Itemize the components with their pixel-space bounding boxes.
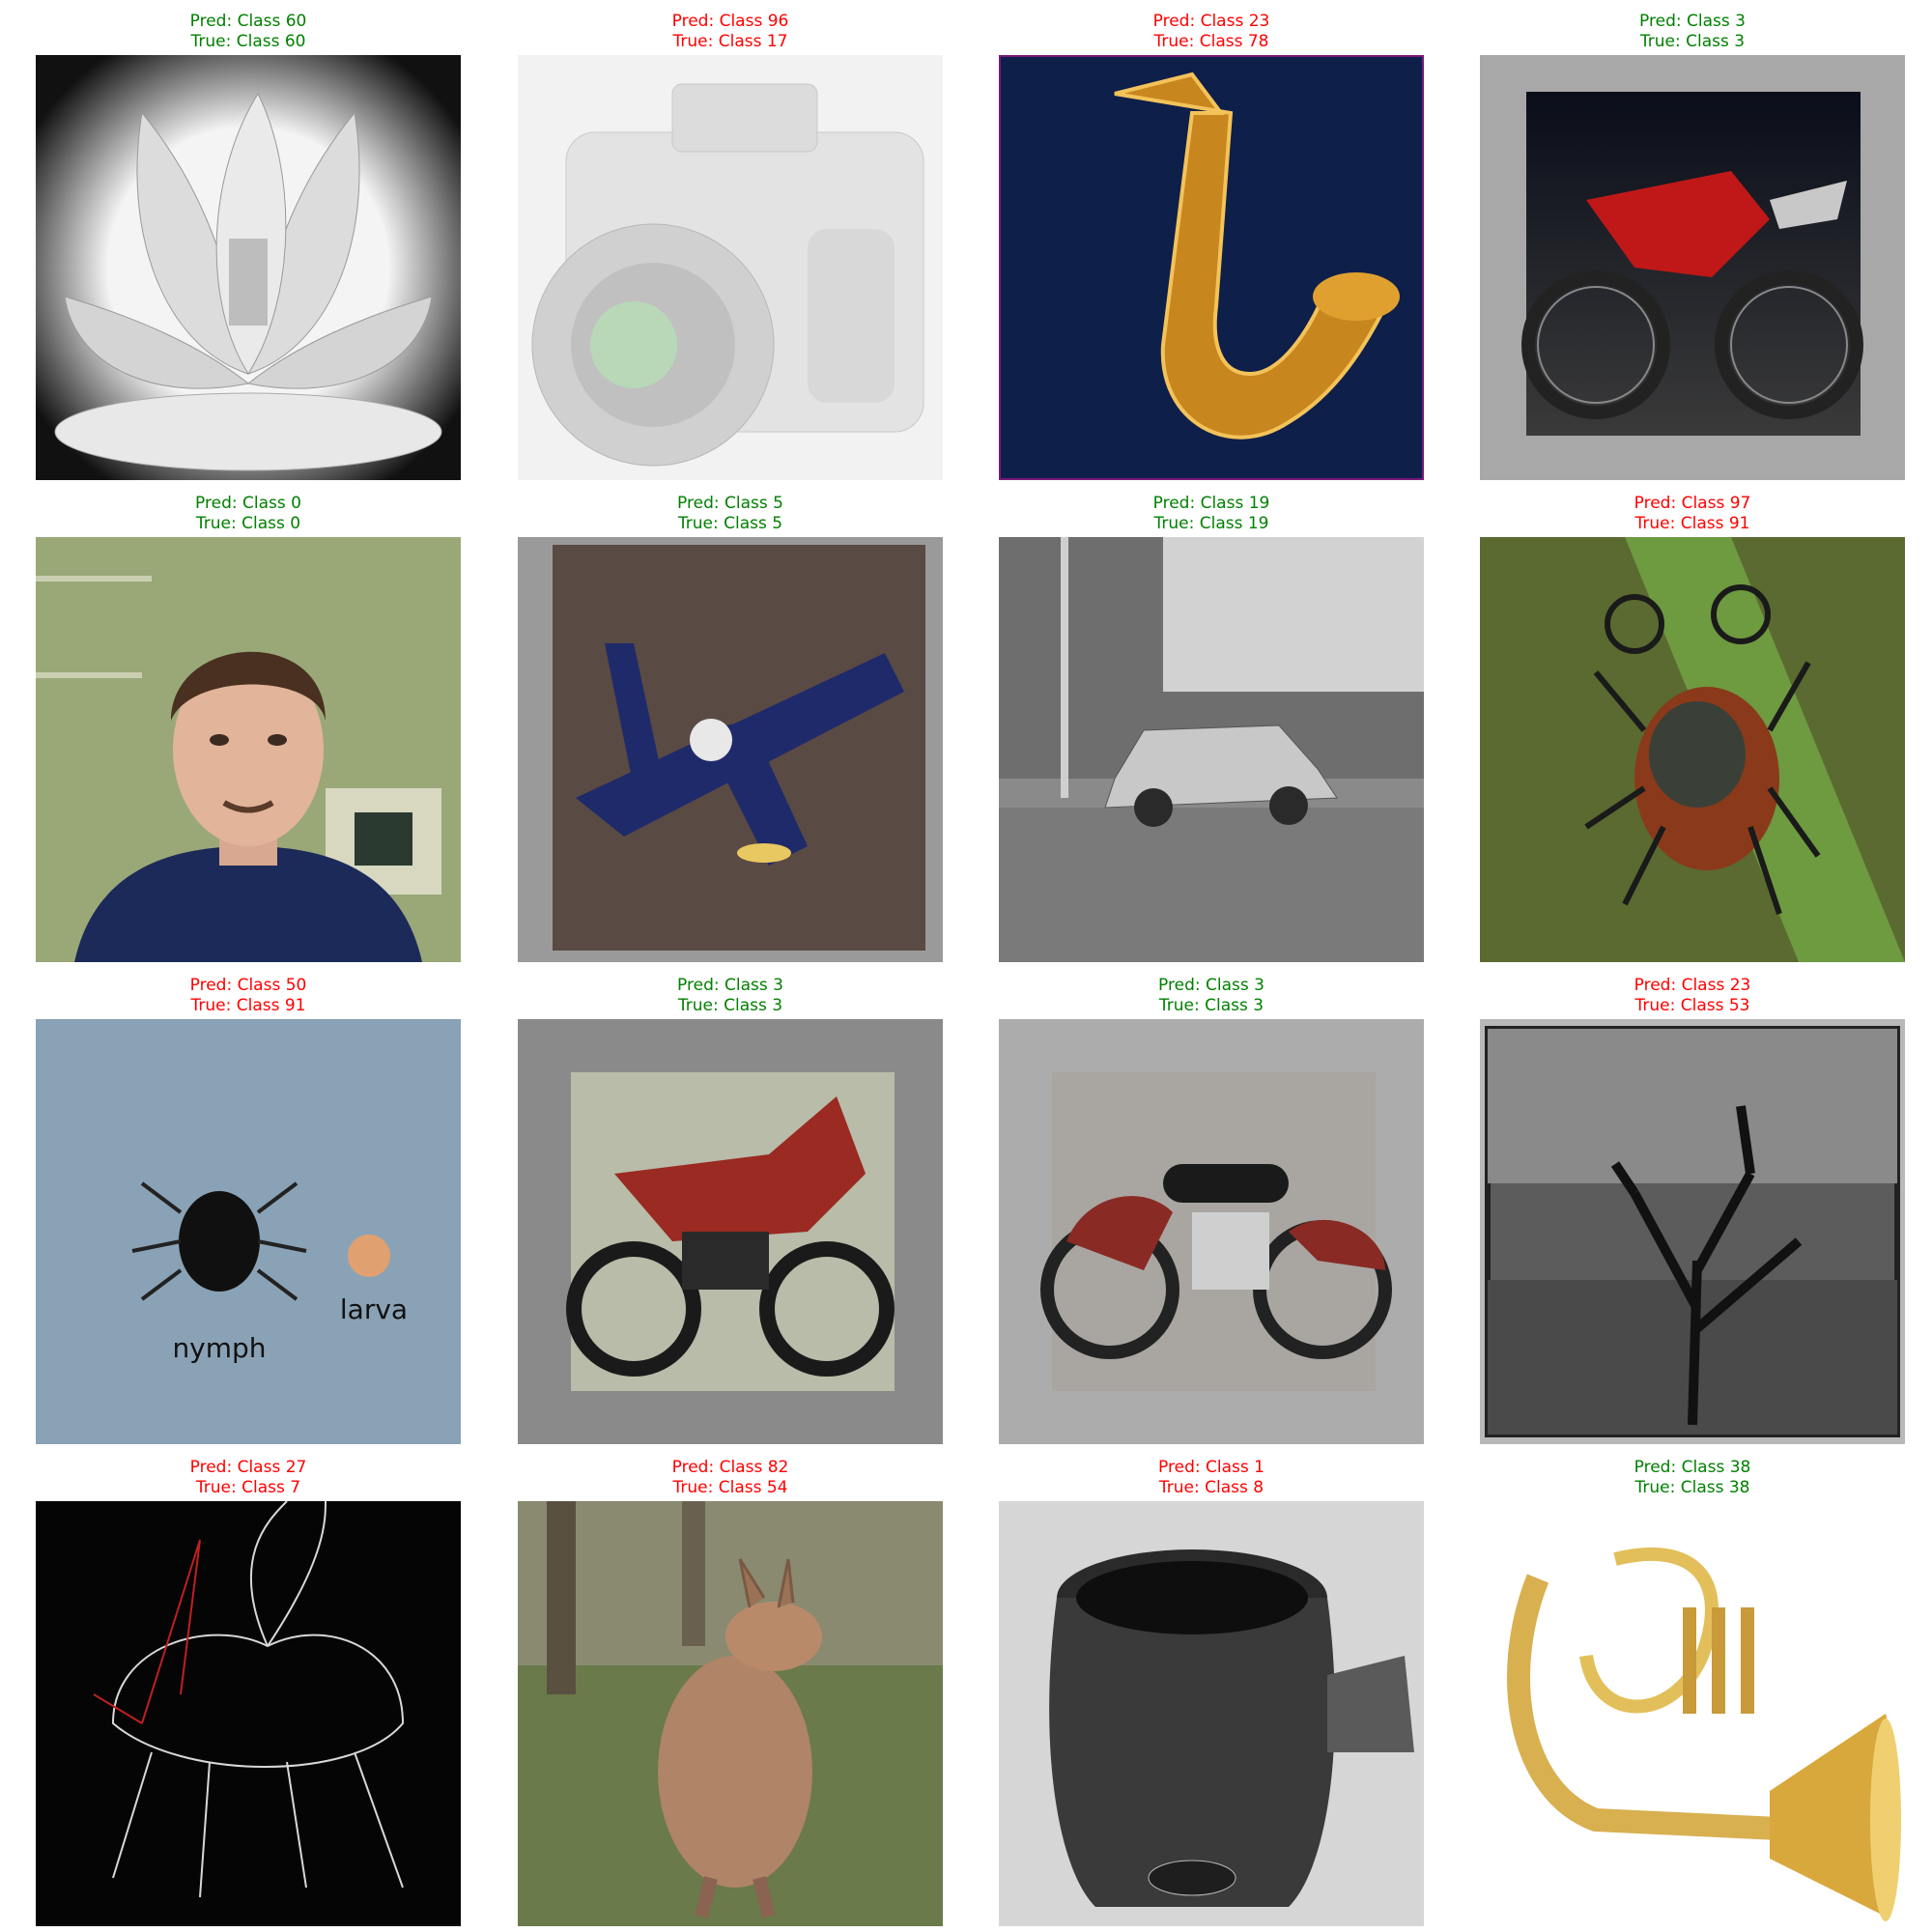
pred-label: Pred: Class 23 — [1480, 976, 1905, 996]
sample-image-dirt-bike — [1480, 55, 1905, 480]
grid-cell-7: Pred: Class 19 True: Class 19 — [999, 494, 1424, 967]
sample-image-airplane — [518, 537, 943, 962]
true-label: True: Class 3 — [1480, 32, 1905, 52]
true-label: True: Class 0 — [36, 514, 461, 534]
pred-label: Pred: Class 60 — [36, 12, 461, 32]
true-label: True: Class 7 — [36, 1478, 461, 1498]
pred-label: Pred: Class 3 — [999, 976, 1424, 996]
sample-image-barrel-mug — [999, 1501, 1424, 1926]
sample-image-sport-motorcycle — [518, 1019, 943, 1444]
grid-cell-11: Pred: Class 3 True: Class 3 — [999, 976, 1424, 1449]
grid-cell-6: Pred: Class 5 True: Class 5 — [518, 494, 943, 967]
grid-cell-12: Pred: Class 23 True: Class 53 — [1480, 976, 1905, 1449]
sample-image-tick-nymph-larva: nymph larva — [36, 1019, 461, 1444]
caption: Pred: Class 23 True: Class 78 — [999, 12, 1424, 60]
nymph-label: nymph — [172, 1332, 266, 1364]
pred-label: Pred: Class 82 — [518, 1458, 943, 1478]
caption: Pred: Class 19 True: Class 19 — [999, 494, 1424, 542]
true-label: True: Class 5 — [518, 514, 943, 534]
grid-cell-13: Pred: Class 27 True: Class 7 — [36, 1458, 461, 1931]
pred-label: Pred: Class 50 — [36, 976, 461, 996]
sample-image-insect-diagram — [36, 1501, 461, 1926]
pred-label: Pred: Class 96 — [518, 12, 943, 32]
pred-label: Pred: Class 0 — [36, 494, 461, 514]
true-label: True: Class 60 — [36, 32, 461, 52]
grid-cell-2: Pred: Class 96 True: Class 17 — [518, 12, 943, 485]
pred-label: Pred: Class 38 — [1480, 1458, 1905, 1478]
caption: Pred: Class 38 True: Class 38 — [1480, 1458, 1905, 1506]
true-label: True: Class 3 — [518, 996, 943, 1016]
caption: Pred: Class 96 True: Class 17 — [518, 12, 943, 60]
grid-cell-5: Pred: Class 0 True: Class 0 — [36, 494, 461, 967]
pred-label: Pred: Class 19 — [999, 494, 1424, 514]
caption: Pred: Class 27 True: Class 7 — [36, 1458, 461, 1506]
true-label: True: Class 54 — [518, 1478, 943, 1498]
grid-cell-4: Pred: Class 3 True: Class 3 — [1480, 12, 1905, 485]
caption: Pred: Class 5 True: Class 5 — [518, 494, 943, 542]
sample-image-car-street — [999, 537, 1424, 962]
true-label: True: Class 38 — [1480, 1478, 1905, 1498]
true-label: True: Class 53 — [1480, 996, 1905, 1016]
caption: Pred: Class 1 True: Class 8 — [999, 1458, 1424, 1506]
true-label: True: Class 8 — [999, 1478, 1424, 1498]
caption: Pred: Class 97 True: Class 91 — [1480, 494, 1905, 542]
pred-label: Pred: Class 5 — [518, 494, 943, 514]
true-label: True: Class 91 — [1480, 514, 1905, 534]
true-label: True: Class 78 — [999, 32, 1424, 52]
caption: Pred: Class 23 True: Class 53 — [1480, 976, 1905, 1024]
caption: Pred: Class 0 True: Class 0 — [36, 494, 461, 542]
true-label: True: Class 17 — [518, 32, 943, 52]
grid-cell-14: Pred: Class 82 True: Class 54 — [518, 1458, 943, 1931]
true-label: True: Class 3 — [999, 996, 1424, 1016]
larva-label: larva — [340, 1293, 408, 1325]
true-label: True: Class 91 — [36, 996, 461, 1016]
grid-cell-8: Pred: Class 97 True: Class 91 — [1480, 494, 1905, 967]
sample-image-kangaroo — [518, 1501, 943, 1926]
grid-cell-1: Pred: Class 60 True: Class 60 — [36, 12, 461, 485]
caption: Pred: Class 82 True: Class 54 — [518, 1458, 943, 1506]
pred-label: Pred: Class 3 — [518, 976, 943, 996]
pred-label: Pred: Class 1 — [999, 1458, 1424, 1478]
sample-image-euphonium — [1480, 1501, 1905, 1926]
true-label: True: Class 19 — [999, 514, 1424, 534]
pred-label: Pred: Class 23 — [999, 12, 1424, 32]
pred-label: Pred: Class 3 — [1480, 12, 1905, 32]
sample-image-tick-leaf — [1480, 537, 1905, 962]
sample-image-vintage-motorcycle — [999, 1019, 1424, 1444]
pred-label: Pred: Class 27 — [36, 1458, 461, 1478]
caption: Pred: Class 3 True: Class 3 — [518, 976, 943, 1024]
caption: Pred: Class 50 True: Class 91 — [36, 976, 461, 1024]
sample-image-saxophone — [999, 55, 1424, 480]
sample-image-camera — [518, 55, 943, 480]
sample-image-joshua-tree — [1480, 1019, 1905, 1444]
grid-cell-9: Pred: Class 50 True: Class 91 nymph larv… — [36, 976, 461, 1449]
pred-label: Pred: Class 97 — [1480, 494, 1905, 514]
grid-cell-10: Pred: Class 3 True: Class 3 — [518, 976, 943, 1449]
caption: Pred: Class 60 True: Class 60 — [36, 12, 461, 60]
caption: Pred: Class 3 True: Class 3 — [999, 976, 1424, 1024]
grid-cell-3: Pred: Class 23 True: Class 78 — [999, 12, 1424, 485]
grid-cell-16: Pred: Class 38 True: Class 38 — [1480, 1458, 1905, 1931]
grid-cell-15: Pred: Class 1 True: Class 8 — [999, 1458, 1424, 1931]
sample-image-portrait — [36, 537, 461, 962]
caption: Pred: Class 3 True: Class 3 — [1480, 12, 1905, 60]
sample-image-lotus — [36, 55, 461, 480]
